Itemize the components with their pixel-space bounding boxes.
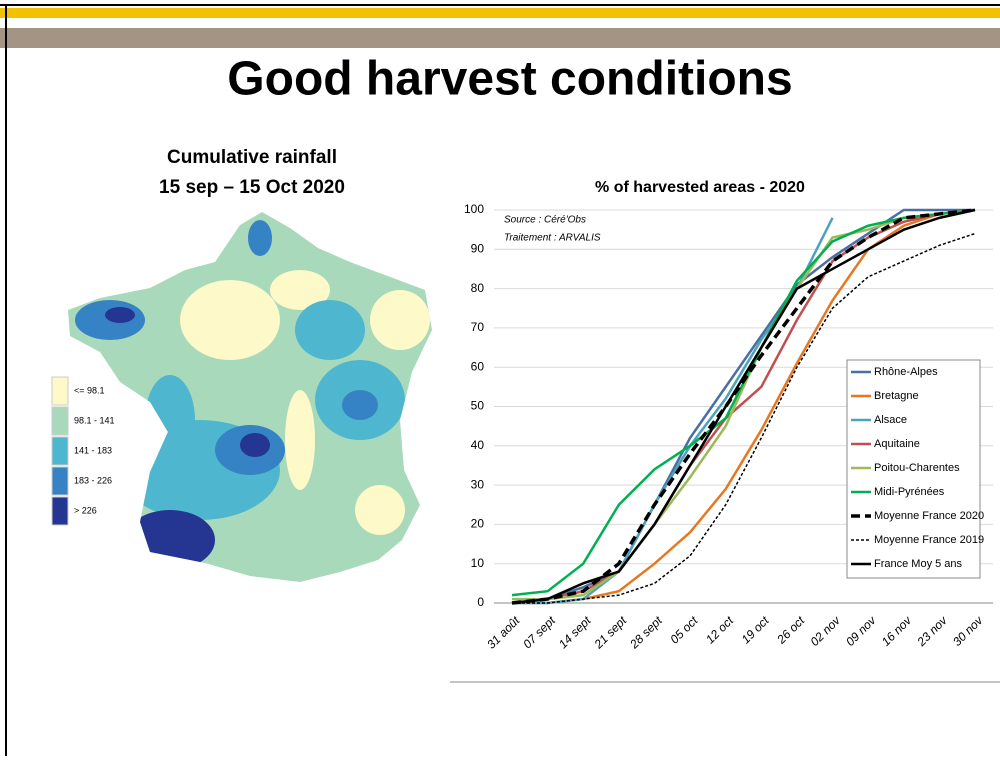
legend-label: Bretagne <box>874 390 919 402</box>
rainfall-map <box>68 212 432 582</box>
legend-swatch <box>51 436 69 466</box>
legend-label: Moyenne France 2020 <box>874 510 984 522</box>
annotation: Source : Céré'Obs <box>504 215 586 226</box>
x-tick-label: 21 sept <box>591 613 630 652</box>
y-tick-label: 20 <box>471 517 485 531</box>
map-title: Cumulative rainfall <box>167 147 337 168</box>
x-tick-label: 31 août <box>484 613 523 652</box>
x-tick-label: 23 nov <box>914 613 951 650</box>
legend-label: Poitou-Charentes <box>874 462 960 474</box>
x-tick-label: 16 nov <box>879 613 915 649</box>
x-tick-label: 14 sept <box>556 613 594 651</box>
legend-label: 183 - 226 <box>74 475 112 485</box>
x-tick-label: 30 nov <box>950 613 986 649</box>
legend-swatch <box>51 496 69 526</box>
legend-swatch <box>51 376 69 406</box>
series-line <box>511 208 976 605</box>
y-tick-label: 10 <box>471 556 485 570</box>
y-tick-label: 30 <box>471 477 485 491</box>
x-tick-label: 19 oct <box>739 613 772 646</box>
chart-title: % of harvested areas - 2020 <box>595 179 805 196</box>
legend-swatch <box>51 406 69 436</box>
legend-label: Alsace <box>874 414 907 426</box>
y-tick-label: 100 <box>464 202 484 216</box>
x-tick-label: 26 oct <box>774 613 808 647</box>
legend-label: > 226 <box>74 505 97 515</box>
top-stripe <box>0 8 1000 18</box>
legend-label: Moyenne France 2019 <box>874 534 984 546</box>
slide-title: Good harvest conditions <box>227 53 792 106</box>
legend-label: 141 - 183 <box>74 445 112 455</box>
legend-label: France Moy 5 ans <box>874 558 963 570</box>
legend-label: Rhône-Alpes <box>874 366 938 378</box>
legend-label: Aquitaine <box>874 438 920 450</box>
x-tick-label: 07 sept <box>520 613 558 651</box>
y-tick-label: 70 <box>471 320 485 334</box>
y-tick-label: 60 <box>471 359 485 373</box>
annotation: Traitement : ARVALIS <box>504 233 601 244</box>
y-tick-label: 50 <box>471 399 485 413</box>
map-title: 15 sep – 15 Oct 2020 <box>159 177 345 198</box>
legend-label: <= 98.1 <box>74 385 105 395</box>
legend-label: 98.1 - 141 <box>74 415 115 425</box>
x-tick-label: 05 oct <box>667 613 700 646</box>
y-tick-label: 80 <box>471 281 485 295</box>
y-tick-label: 40 <box>471 438 485 452</box>
legend-label: Midi-Pyrénées <box>874 486 945 498</box>
series-line <box>511 208 976 605</box>
series-line <box>511 208 975 605</box>
header-bar <box>0 28 1000 48</box>
y-tick-label: 0 <box>477 595 484 609</box>
x-tick-label: 02 nov <box>808 613 844 649</box>
y-tick-label: 90 <box>471 241 485 255</box>
series-line <box>511 208 976 605</box>
legend-swatch <box>51 466 69 496</box>
series-line <box>512 217 834 605</box>
x-tick-label: 09 nov <box>843 613 879 649</box>
x-tick-label: 12 oct <box>703 613 736 646</box>
series-line <box>512 232 976 604</box>
x-tick-label: 28 sept <box>626 613 665 652</box>
